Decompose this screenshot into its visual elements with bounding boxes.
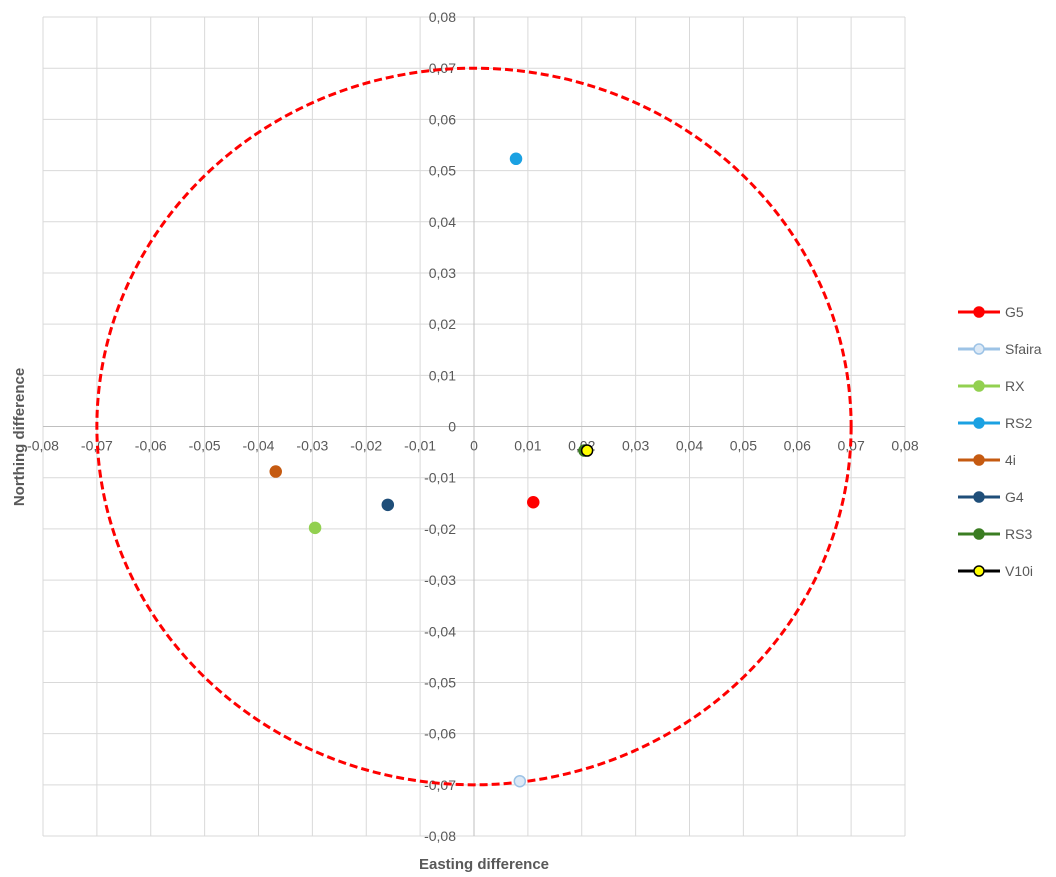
legend-item-g5: G5 [958,304,1024,320]
y-tick-label: 0,04 [429,214,456,230]
x-tick-label: 0 [470,438,478,454]
x-tick-label: -0,06 [135,438,167,454]
legend-item-4i: 4i [958,452,1016,468]
legend-item-rs3: RS3 [958,526,1032,542]
legend-item-rs2: RS2 [958,415,1032,431]
y-axis-title: Northing difference [11,368,28,506]
legend-marker [973,454,985,466]
y-tick-label: -0,05 [424,674,456,690]
axes [43,17,905,836]
legend-label: RS2 [1005,415,1032,431]
data-point-g4 [381,498,395,512]
data-point-sfaira [513,774,527,788]
tolerance-circle [95,66,853,787]
tolerance-circle-layer [95,66,853,787]
x-tick-label: -0,03 [296,438,328,454]
legend-item-g4: G4 [958,489,1024,505]
data-point-rx [308,521,322,535]
legend-label: RS3 [1005,526,1032,542]
y-tick-label: -0,03 [424,572,456,588]
legend-label: RX [1005,378,1025,394]
x-tick-label: -0,05 [189,438,221,454]
y-tick-label: 0,03 [429,265,456,281]
legend-item-v10i: V10i [958,563,1033,579]
x-tick-label: 0,03 [622,438,649,454]
x-axis-title: Easting difference [419,856,549,873]
y-tick-label: 0,08 [429,9,456,25]
legend: G5 Sfaira RX RS2 4i G4 RS3 V10i [958,304,1042,579]
legend-label: Sfaira [1005,341,1042,357]
x-tick-label: -0,01 [404,438,436,454]
data-point-4i [269,465,282,478]
x-tick-label: -0,04 [243,438,275,454]
legend-marker [973,491,985,503]
legend-item-sfaira: Sfaira [958,341,1042,357]
legend-label: 4i [1005,452,1016,468]
y-tick-label: -0,08 [424,828,456,844]
legend-label: G5 [1005,304,1024,320]
y-tick-label: 0,01 [429,367,456,383]
y-tick-label: 0 [448,419,456,435]
legend-marker [973,417,985,429]
y-tick-label: -0,01 [424,470,456,486]
y-tick-label: 0,02 [429,316,456,332]
x-tick-label: -0,02 [350,438,382,454]
data-point-g5 [527,496,540,509]
data-point-rs2 [509,152,523,166]
y-tick-label: 0,07 [429,60,456,76]
legend-marker [973,565,985,577]
y-tick-label: -0,06 [424,726,456,742]
legend-label: G4 [1005,489,1024,505]
legend-marker [973,380,985,392]
x-tick-label: 0,05 [730,438,757,454]
x-tick-label: 0,01 [514,438,541,454]
x-tick-label: 0,06 [784,438,811,454]
data-points [269,152,594,788]
y-tick-label: -0,07 [424,777,456,793]
y-tick-label: -0,02 [424,521,456,537]
y-tick-label: -0,04 [424,623,456,639]
y-tick-label: 0,05 [429,163,456,179]
legend-marker [973,343,985,355]
legend-item-rx: RX [958,378,1025,394]
legend-marker [973,306,985,318]
y-tick-label: 0,06 [429,111,456,127]
x-tick-label: 0,04 [676,438,703,454]
legend-marker [973,528,985,540]
data-point-v10i [580,444,594,457]
x-tick-label: -0,08 [27,438,59,454]
legend-label: V10i [1005,563,1033,579]
x-tick-label: 0,08 [891,438,918,454]
